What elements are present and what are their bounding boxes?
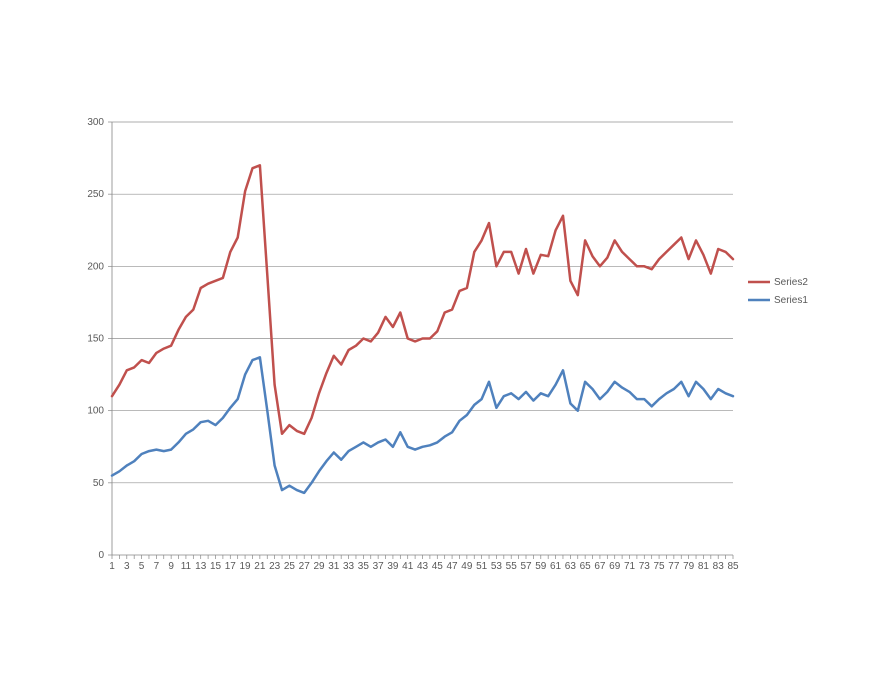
x-tick-label: 39 [387,561,399,572]
x-tick-label: 85 [727,561,739,572]
y-tick-label: 100 [87,406,104,417]
x-tick-label: 61 [550,561,562,572]
y-tick-label: 200 [87,261,104,272]
x-tick-label: 35 [358,561,370,572]
x-tick-label: 55 [506,561,518,572]
x-tick-label: 25 [284,561,296,572]
x-tick-label: 23 [269,561,281,572]
chart-container: { "chart": { "type": "line", "image_widt… [0,0,871,673]
x-tick-label: 63 [565,561,577,572]
legend: Series2 Series1 [748,277,808,306]
x-tick-label: 41 [402,561,414,572]
x-tick-label: 29 [313,561,325,572]
x-axis: 1357911131517192123252729313335373941434… [109,555,739,572]
x-tick-label: 43 [417,561,429,572]
y-tick-label: 0 [98,550,104,561]
x-tick-label: 75 [654,561,666,572]
legend-label: Series2 [774,277,808,288]
x-tick-label: 47 [447,561,459,572]
x-tick-label: 27 [299,561,311,572]
x-tick-label: 9 [168,561,174,572]
x-tick-label: 37 [373,561,385,572]
x-tick-label: 77 [668,561,680,572]
line-chart: 050100150200250300 135791113151719212325… [0,0,871,673]
y-tick-label: 150 [87,334,104,345]
y-tick-label: 50 [93,478,105,489]
x-tick-label: 45 [432,561,444,572]
x-tick-label: 19 [240,561,252,572]
x-tick-label: 17 [225,561,237,572]
x-tick-label: 59 [535,561,547,572]
x-tick-label: 51 [476,561,488,572]
x-tick-label: 67 [594,561,606,572]
x-tick-label: 7 [154,561,160,572]
legend-label: Series1 [774,295,808,306]
x-tick-label: 5 [139,561,145,572]
x-tick-label: 21 [254,561,266,572]
series-line-series2 [112,165,733,434]
series-lines [112,165,733,493]
x-tick-label: 33 [343,561,355,572]
x-tick-label: 81 [698,561,710,572]
x-tick-label: 73 [639,561,651,572]
x-tick-label: 57 [520,561,532,572]
x-tick-label: 69 [609,561,621,572]
x-tick-label: 71 [624,561,636,572]
y-tick-label: 300 [87,117,104,128]
x-tick-label: 3 [124,561,130,572]
x-tick-label: 49 [461,561,473,572]
y-axis: 0 50 100 150 200 250 300 [87,117,112,561]
x-tick-label: 83 [713,561,725,572]
x-tick-label: 31 [328,561,340,572]
x-tick-label: 11 [181,561,192,572]
gridlines [112,122,733,483]
y-tick-label: 250 [87,189,104,200]
x-tick-label: 53 [491,561,503,572]
series-line-series1 [112,357,733,493]
x-tick-label: 65 [580,561,592,572]
x-tick-label: 13 [195,561,207,572]
x-tick-label: 15 [210,561,222,572]
x-tick-label: 79 [683,561,695,572]
x-tick-label: 1 [109,561,115,572]
